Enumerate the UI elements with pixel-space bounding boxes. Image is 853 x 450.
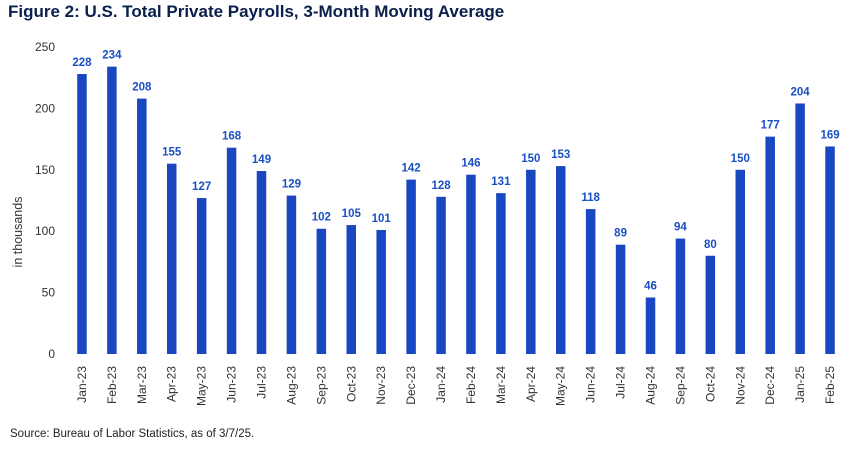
data-label: 128	[431, 180, 451, 192]
x-tick-label: Nov-23	[374, 366, 388, 405]
x-tick-label: Feb-23	[105, 366, 119, 404]
data-label: 102	[312, 212, 331, 224]
bar	[825, 146, 835, 354]
x-tick-label: Jan-24	[434, 366, 448, 403]
bar	[316, 228, 327, 354]
bar	[526, 169, 536, 354]
data-label: 142	[402, 163, 421, 175]
data-label: 150	[521, 153, 540, 165]
data-label: 46	[644, 281, 657, 293]
bar	[376, 229, 386, 354]
bar	[77, 74, 87, 355]
x-tick-label: Feb-25	[823, 366, 837, 404]
data-label: 146	[461, 158, 480, 170]
bar	[795, 103, 805, 354]
data-label: 204	[791, 86, 811, 98]
x-tick-label: Sep-23	[314, 366, 328, 405]
data-label: 234	[102, 50, 122, 62]
x-tick-label: Jul-23	[255, 366, 269, 399]
x-tick-label: May-23	[195, 366, 209, 406]
bar	[107, 66, 117, 354]
y-tick-label: 150	[35, 163, 55, 177]
bar	[166, 163, 177, 354]
y-axis-label: in thousands	[11, 197, 25, 268]
data-label: 129	[282, 179, 301, 191]
data-label: 127	[192, 181, 211, 193]
x-tick-label: Oct-23	[344, 366, 358, 402]
x-tick-label: Jan-25	[793, 366, 807, 403]
data-label: 150	[731, 153, 750, 165]
data-label: 155	[162, 147, 182, 159]
x-tick-label: Feb-24	[464, 366, 478, 404]
bar	[735, 169, 746, 354]
x-tick-label: Oct-24	[703, 366, 717, 402]
y-tick-label: 50	[42, 286, 56, 300]
bar	[645, 297, 656, 354]
x-tick-label: Aug-23	[284, 366, 298, 405]
data-label: 94	[674, 222, 687, 234]
x-tick-label: Dec-23	[404, 366, 418, 405]
bar	[555, 166, 566, 354]
data-label: 105	[342, 208, 362, 220]
y-tick-label: 250	[35, 40, 55, 54]
bar	[436, 196, 446, 354]
data-label: 168	[222, 131, 242, 143]
bar	[286, 195, 297, 354]
x-tick-label: Jun-24	[584, 366, 598, 403]
data-label: 169	[820, 129, 839, 141]
x-tick-label: Jun-23	[225, 366, 239, 403]
bar	[585, 209, 596, 354]
bar	[675, 238, 686, 354]
data-label: 228	[72, 57, 92, 69]
data-label: 118	[581, 192, 600, 204]
y-tick-label: 100	[35, 224, 55, 238]
x-tick-label: Dec-24	[763, 366, 777, 405]
y-axis: 0 50 100 150 200 250	[35, 40, 55, 361]
x-axis: Jan-23 Feb-23 Mar-23 Apr-23 May-23 Jun-23 Jul-…	[75, 366, 837, 406]
bar	[406, 179, 416, 354]
x-tick-label: May-24	[554, 366, 568, 406]
bar	[466, 174, 476, 354]
x-tick-label: Jan-23	[75, 366, 89, 403]
bar-series: 228 234 208 155 127 168 149 129 102 105 101 142 128 1…	[72, 50, 840, 355]
bar	[137, 98, 147, 355]
bar	[256, 171, 267, 354]
bar	[226, 147, 237, 354]
y-tick-label: 200	[35, 101, 55, 115]
data-label: 89	[614, 228, 627, 240]
y-tick-label: 0	[48, 347, 55, 361]
data-label: 177	[761, 120, 780, 132]
x-tick-label: Jul-24	[614, 366, 628, 399]
data-label: 208	[132, 82, 152, 94]
bar	[705, 255, 716, 354]
x-tick-label: Sep-24	[673, 366, 687, 405]
bar	[346, 225, 357, 354]
data-label: 131	[491, 176, 511, 188]
x-tick-label: Mar-24	[494, 366, 508, 404]
x-tick-label: Nov-24	[733, 366, 747, 405]
bar	[196, 198, 207, 354]
source-note: Source: Bureau of Labor Statistics, as o…	[10, 428, 255, 440]
x-tick-label: Mar-23	[135, 366, 149, 404]
data-label: 149	[252, 154, 271, 166]
x-tick-label: Apr-23	[165, 366, 179, 402]
x-tick-label: Apr-24	[524, 366, 538, 402]
bar	[615, 244, 626, 354]
data-label: 80	[704, 239, 717, 251]
data-label: 101	[372, 213, 392, 225]
chart-title: Figure 2: U.S. Total Private Payrolls, 3…	[8, 2, 505, 21]
data-label: 153	[551, 149, 570, 161]
bar	[496, 193, 506, 354]
x-tick-label: Aug-24	[644, 366, 658, 405]
bar	[765, 136, 775, 354]
